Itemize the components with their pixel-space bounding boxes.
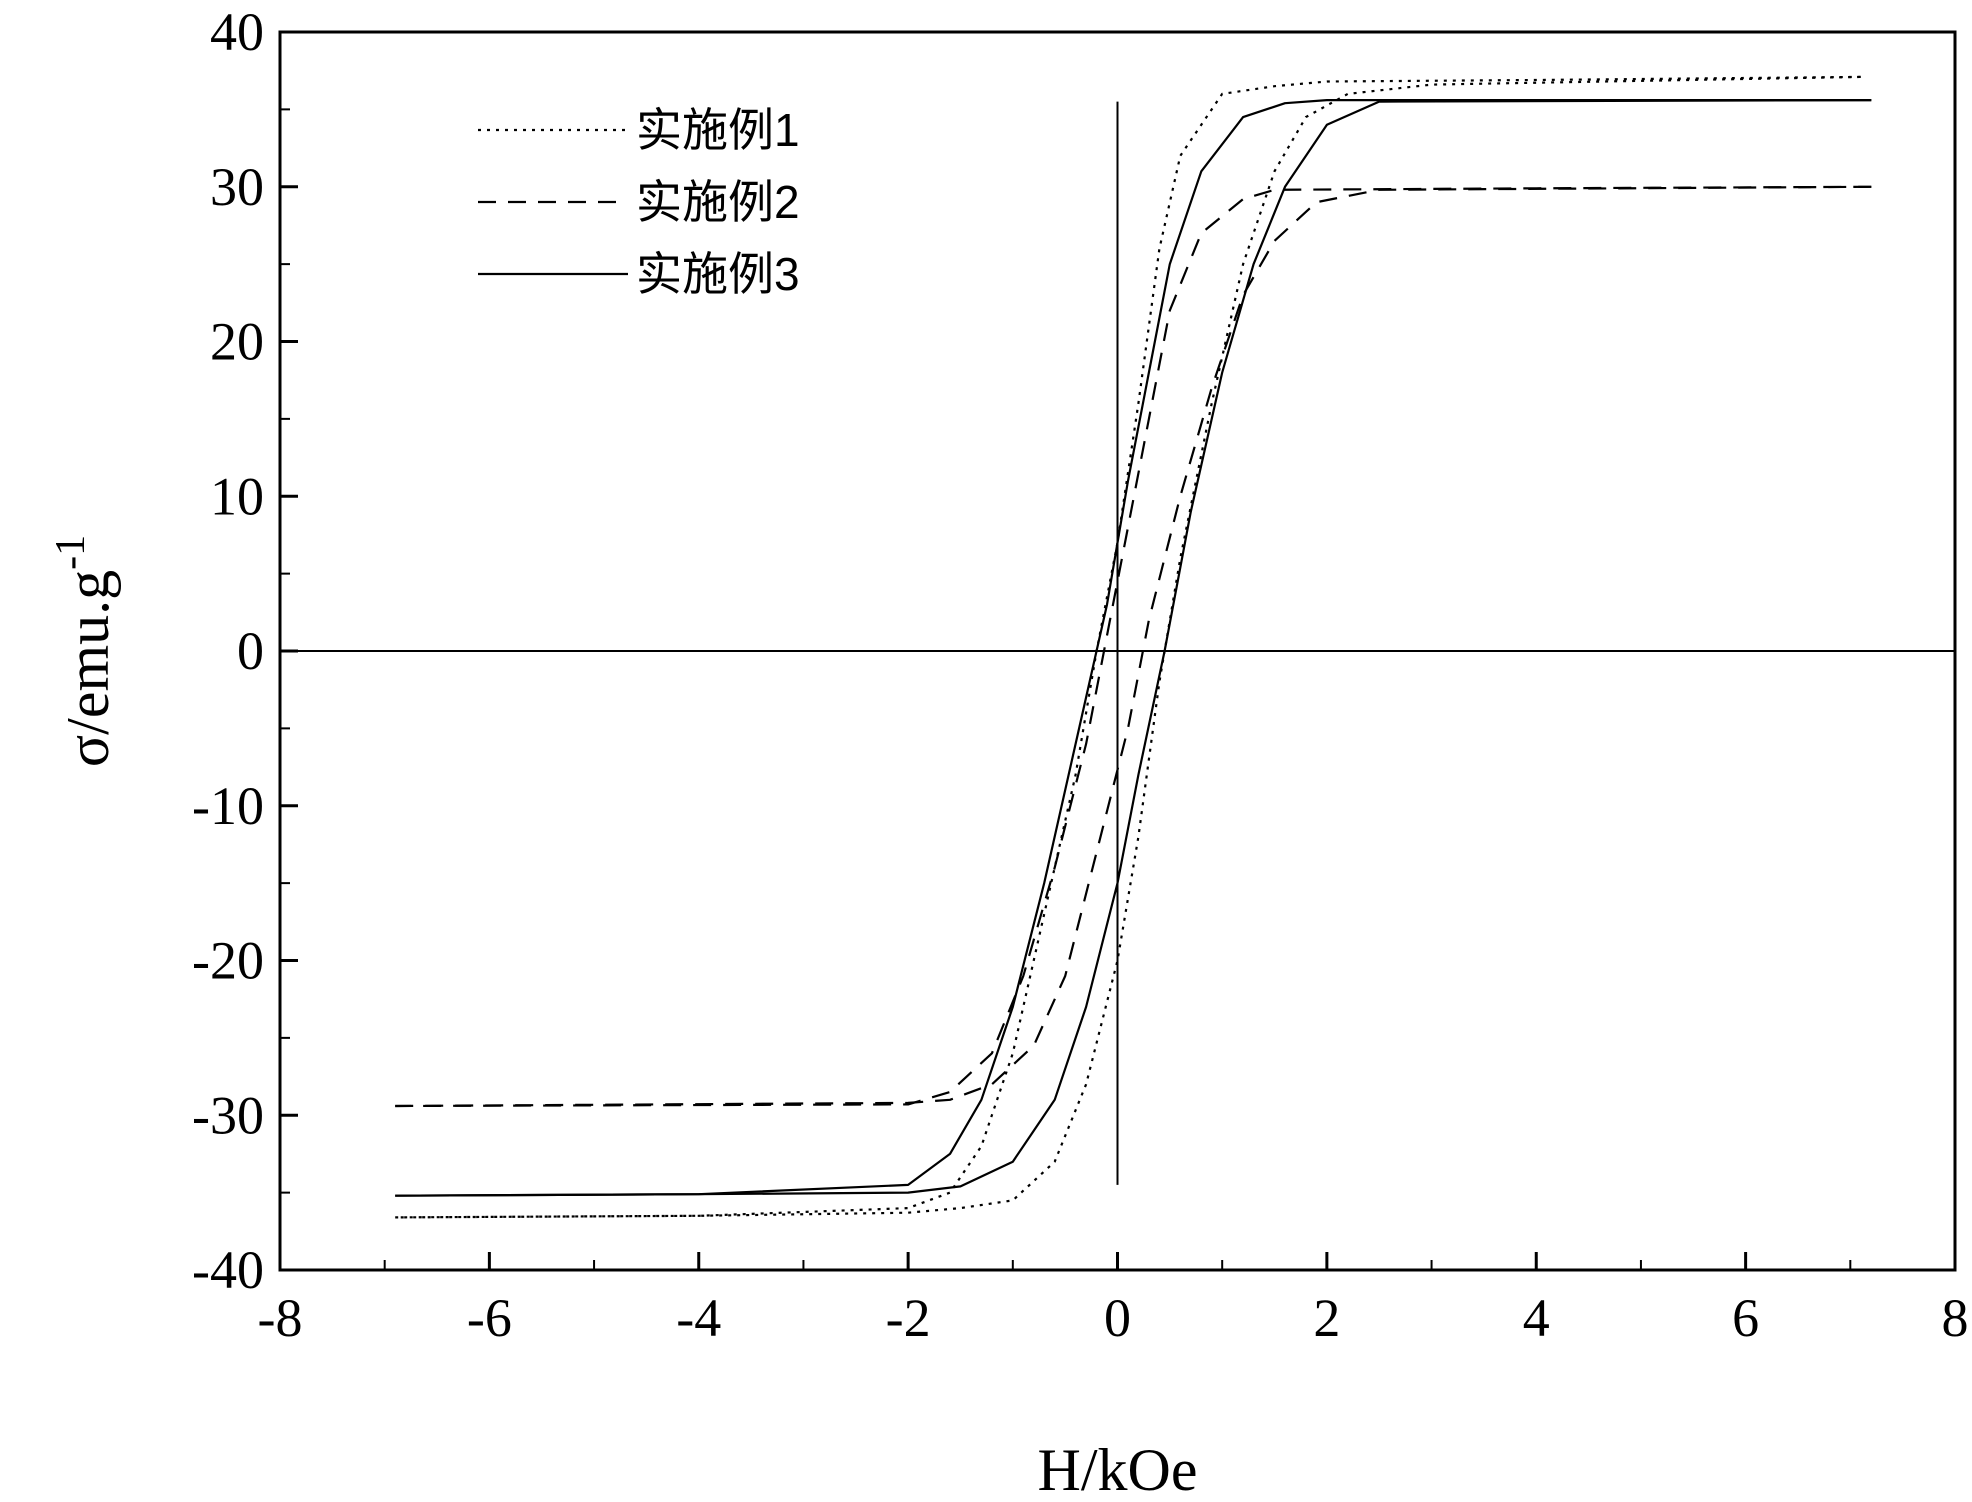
x-tick-label: 0 bbox=[1104, 1288, 1131, 1348]
y-tick-label: 40 bbox=[210, 2, 264, 62]
x-tick-label: -2 bbox=[886, 1288, 931, 1348]
y-tick-label: -30 bbox=[192, 1085, 264, 1145]
x-axis-title: H/kOe bbox=[1038, 1437, 1198, 1502]
y-tick-label: 30 bbox=[210, 157, 264, 217]
x-tick-label: 6 bbox=[1732, 1288, 1759, 1348]
y-tick-label: -10 bbox=[192, 776, 264, 836]
legend-label: 实施例1 bbox=[636, 104, 800, 156]
legend-label: 实施例3 bbox=[636, 248, 800, 300]
reference-lines bbox=[280, 101, 1955, 1185]
series-1-ascending-branch bbox=[395, 75, 1861, 1219]
series-1-descending-branch bbox=[395, 75, 1861, 1219]
legend-label: 实施例2 bbox=[636, 176, 800, 228]
x-tick-label: -6 bbox=[467, 1288, 512, 1348]
y-tick-label: 10 bbox=[210, 466, 264, 526]
legend: 实施例1 实施例2 实施例3 bbox=[478, 104, 800, 300]
y-axis-title-main: σ/emu.g bbox=[55, 570, 121, 767]
x-axis-ticks: -8 -6 -4 -2 0 2 4 6 8 bbox=[258, 1252, 1969, 1348]
y-tick-label: -20 bbox=[192, 931, 264, 991]
series-2-descending-branch bbox=[395, 185, 1872, 1108]
y-tick-label: 20 bbox=[210, 312, 264, 372]
series-3-descending-branch bbox=[395, 98, 1872, 1197]
series-layer bbox=[395, 75, 1872, 1219]
y-axis-title: σ/emu.g-1 bbox=[48, 535, 121, 767]
x-tick-label: 8 bbox=[1942, 1288, 1969, 1348]
x-tick-label: 2 bbox=[1313, 1288, 1340, 1348]
x-tick-label: 4 bbox=[1523, 1288, 1550, 1348]
x-tick-label: -4 bbox=[676, 1288, 721, 1348]
y-tick-label: -40 bbox=[192, 1240, 264, 1300]
x-tick-label: -8 bbox=[258, 1288, 303, 1348]
y-axis-ticks: -40 -30 -20 -10 0 10 20 30 40 bbox=[192, 2, 298, 1300]
series-2-ascending-branch bbox=[395, 185, 1872, 1108]
y-tick-label: 0 bbox=[237, 621, 264, 681]
series-3-ascending-branch bbox=[395, 99, 1872, 1197]
y-axis-title-superscript: -1 bbox=[48, 535, 94, 570]
